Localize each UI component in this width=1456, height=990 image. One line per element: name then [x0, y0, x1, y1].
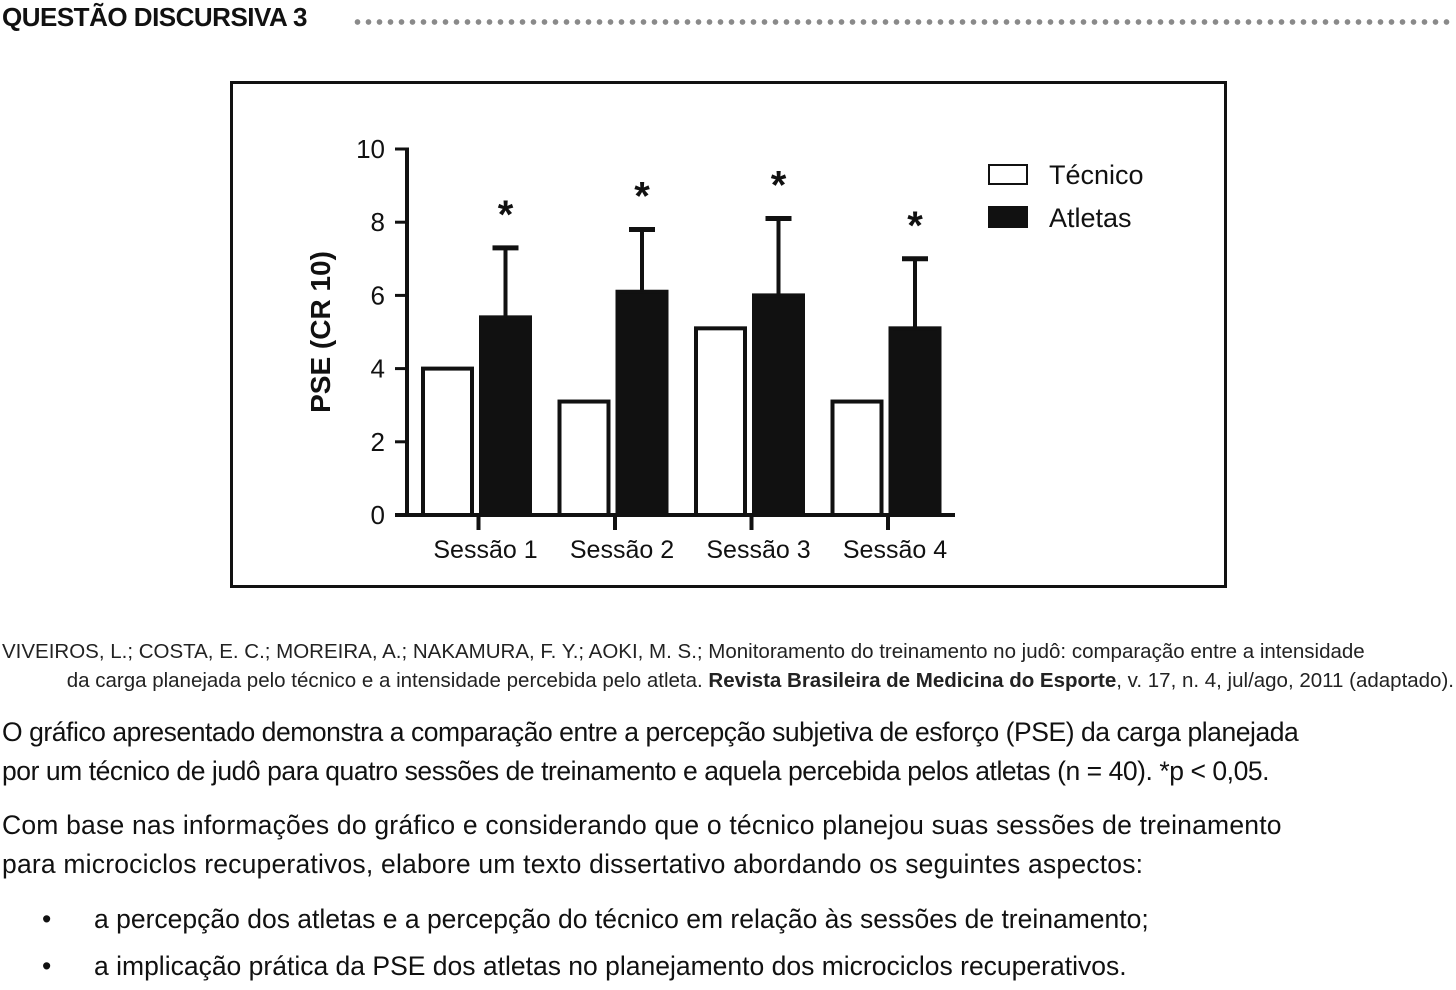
citation-line-2-start: da carga planejada pelo técnico e a inte… — [66, 669, 709, 692]
list-item: • a percepção dos atletas e a percepção d… — [0, 896, 1456, 943]
bar-atletas — [615, 289, 669, 517]
y-tick-label: 4 — [371, 354, 385, 384]
list-item-text: a percepção dos atletas e a percepção do… — [94, 904, 1149, 934]
task-paragraph-line-1: Com base nas informações do gráfico e co… — [2, 810, 1282, 840]
bar-tcnico — [557, 399, 611, 518]
y-tick-label: 10 — [356, 134, 385, 164]
y-tick-label: 8 — [371, 207, 385, 237]
y-axis-label: PSE (CR 10) — [305, 251, 336, 413]
significance-marker: * — [771, 164, 787, 208]
dotted-divider — [352, 18, 1454, 26]
legend-swatch-atletas — [988, 206, 1028, 228]
citation-line-2: da carga planejada pelo técnico e a inte… — [2, 666, 1454, 695]
bar-atletas — [479, 315, 532, 517]
bar-tcnico — [694, 326, 747, 517]
question-header: QUESTÃO DISCURSIVA 3 — [0, 0, 1456, 40]
x-tick-label: Sessão 4 — [843, 536, 947, 564]
bar-chart: 0 2 4 6 8 10 * * * * Sessão 1 Sessão 2 Sessão 3 Ses… — [305, 134, 1144, 564]
source-citation: VIVEIROS, L.; COSTA, E. C.; MOREIRA, A.;… — [2, 637, 1454, 695]
x-tick-label: Sessão 1 — [433, 536, 537, 564]
bar-atletas — [888, 326, 942, 517]
legend-label-atletas: Atletas — [1049, 203, 1132, 233]
task-paragraph-line-2: para microciclos recuperativos, elabore … — [2, 849, 1144, 879]
question-title: QUESTÃO DISCURSIVA 3 — [2, 2, 307, 32]
legend-label-tecnico: Técnico — [1049, 160, 1144, 190]
y-tick-label: 2 — [371, 427, 385, 457]
citation-line-2-end: , v. 17, n. 4, jul/ago, 2011 (adaptado). — [1116, 669, 1454, 692]
significance-marker: * — [634, 175, 650, 219]
bullet-marker: • — [42, 951, 52, 981]
intro-paragraph: O gráfico apresentado demonstra a compar… — [2, 713, 1454, 791]
list-item-text: a implicação prática da PSE dos atletas … — [94, 951, 1127, 981]
list-item: • a implicação prática da PSE dos atletas… — [0, 943, 1456, 990]
chart-frame: 0 2 4 6 8 10 * * * * Sessão 1 Sessão 2 Sessão 3 Ses… — [230, 81, 1227, 588]
bar-atletas — [752, 293, 805, 517]
significance-marker: * — [907, 204, 923, 248]
task-paragraph: Com base nas informações do gráfico e co… — [2, 806, 1454, 884]
legend-swatch-tecnico — [988, 164, 1028, 185]
intro-paragraph-line-1: O gráfico apresentado demonstra a compar… — [2, 717, 1299, 747]
citation-line-1: VIVEIROS, L.; COSTA, E. C.; MOREIRA, A.;… — [2, 640, 1365, 663]
bar-tcnico — [830, 399, 884, 518]
y-tick-label: 0 — [371, 500, 385, 530]
y-tick-label: 6 — [371, 280, 385, 310]
bar-tcnico — [421, 366, 474, 517]
x-tick-label: Sessão 2 — [570, 536, 674, 564]
intro-paragraph-line-2: por um técnico de judô para quatro sessõ… — [2, 756, 1270, 786]
significance-marker: * — [498, 193, 514, 237]
legend: Técnico Atletas — [988, 160, 1144, 233]
citation-journal: Revista Brasileira de Medicina do Esport… — [708, 669, 1117, 692]
bullet-marker: • — [42, 904, 52, 934]
x-tick-label: Sessão 3 — [706, 536, 810, 564]
aspects-list: • a percepção dos atletas e a percepção d… — [0, 896, 1456, 990]
